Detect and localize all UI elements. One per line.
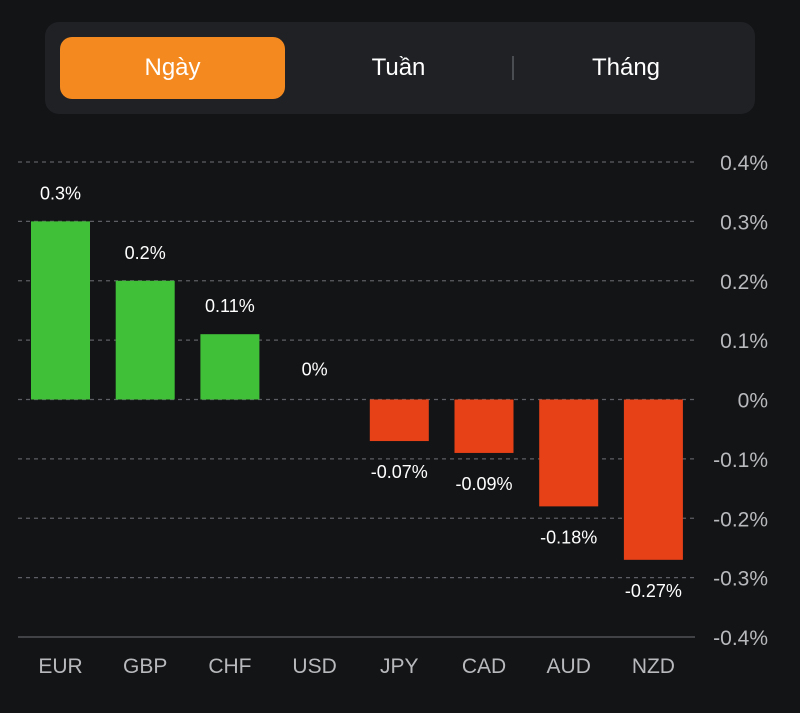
- y-tick-label: 0.4%: [720, 152, 768, 175]
- tab-month[interactable]: Tháng: [591, 54, 661, 81]
- data-label: -0.07%: [371, 462, 428, 482]
- bar-cad[interactable]: [454, 399, 514, 453]
- x-tick-label: CAD: [462, 655, 506, 678]
- y-tick-label: 0%: [738, 390, 768, 413]
- data-label: 0.3%: [40, 183, 81, 203]
- y-tick-label: 0.2%: [720, 271, 768, 294]
- y-axis: 0.4% 0.3% 0.2% 0.1% 0% -0.1% -0.2% -0.3% -0.4%: [713, 152, 768, 650]
- bar-eur[interactable]: [31, 221, 90, 400]
- x-tick-label: AUD: [547, 655, 591, 678]
- y-tick-label: -0.2%: [713, 508, 768, 531]
- data-label: 0%: [302, 360, 328, 380]
- x-axis: EUR GBP CHF USD JPY CAD AUD NZD: [38, 655, 675, 678]
- y-tick-label: -0.3%: [713, 568, 768, 591]
- y-tick-label: -0.1%: [713, 449, 768, 472]
- tab-divider: [512, 56, 514, 80]
- tab-week[interactable]: Tuần: [371, 54, 426, 81]
- x-tick-label: GBP: [123, 655, 167, 678]
- x-tick-label: JPY: [380, 655, 419, 678]
- label-layer: 0.3% 0.2% 0.11% 0% -0.07% -0.09% -0.18% -0.27%: [40, 183, 682, 600]
- bar-chf[interactable]: [200, 334, 260, 400]
- x-tick-label: NZD: [632, 655, 675, 678]
- x-tick-label: CHF: [208, 655, 251, 678]
- currency-bar-chart: 0.3%0.2%0.11%0%-0.07%-0.09%-0.18%-0.27% …: [18, 152, 768, 678]
- bar-layer: [31, 221, 683, 560]
- bar-jpy[interactable]: [369, 399, 429, 442]
- bar-gbp[interactable]: [115, 280, 175, 400]
- data-label: -0.09%: [455, 474, 512, 494]
- data-label: -0.18%: [540, 527, 597, 547]
- bar-nzd[interactable]: [623, 399, 683, 560]
- period-selector: Ngày Tuần Tháng: [45, 22, 755, 114]
- data-label: 0.11%: [205, 296, 255, 316]
- y-tick-label: -0.4%: [713, 627, 768, 650]
- bar-aud[interactable]: [539, 399, 599, 507]
- x-tick-label: EUR: [38, 655, 82, 678]
- y-tick-label: 0.1%: [720, 330, 768, 353]
- x-tick-label: USD: [292, 655, 336, 678]
- data-label: -0.27%: [625, 581, 682, 601]
- data-label: 0.2%: [125, 243, 166, 263]
- tab-day[interactable]: Ngày: [60, 37, 285, 99]
- y-tick-label: 0.3%: [720, 211, 768, 234]
